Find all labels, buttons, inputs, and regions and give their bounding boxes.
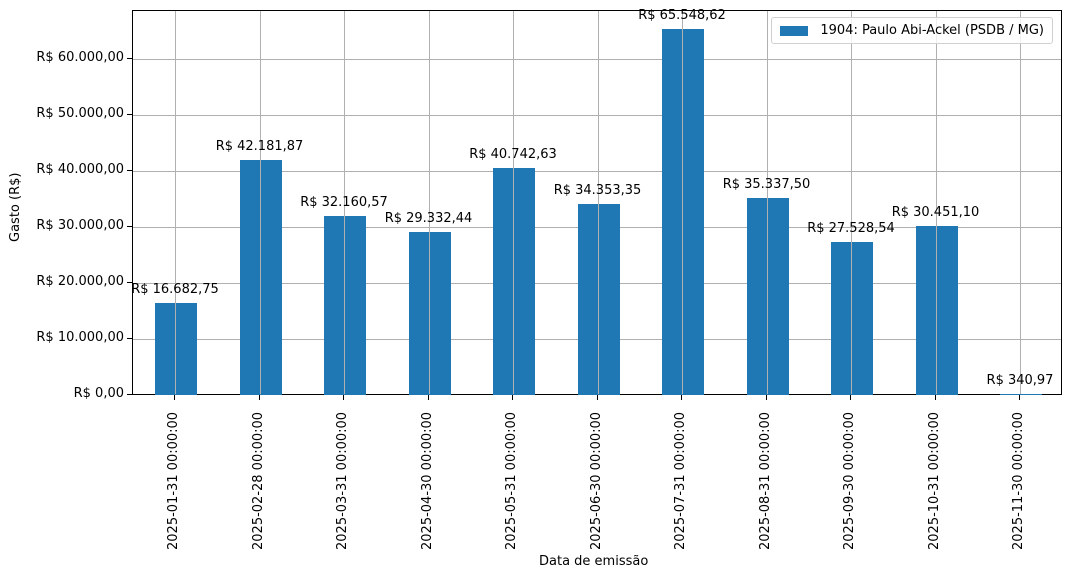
x-tick-label: 2025-07-31 00:00:00 [673, 411, 688, 550]
bar-value-label: R$ 42.181,87 [215, 138, 304, 154]
bar-value-label: R$ 35.337,50 [722, 177, 811, 193]
gridline-vertical [513, 11, 514, 394]
gridline-horizontal [133, 171, 1061, 173]
y-tick-label: R$ 10.000,00 [36, 330, 124, 346]
legend: 1904: Paulo Abi-Ackel (PSDB / MG) [771, 17, 1053, 44]
gridline-horizontal [133, 59, 1061, 61]
bar-value-label: R$ 16.682,75 [131, 281, 219, 297]
x-tick-mark [681, 395, 682, 400]
bar [577, 203, 620, 395]
y-tick-mark [127, 114, 132, 116]
x-tick-mark [174, 395, 175, 400]
bar [746, 198, 789, 395]
x-tick-mark [258, 395, 260, 400]
x-tick-label: 2025-10-31 00:00:00 [926, 411, 942, 550]
bar-value-label: R$ 32.160,57 [300, 195, 388, 211]
gridline-vertical [766, 11, 768, 394]
gridline-vertical [935, 11, 937, 394]
y-tick-mark [127, 394, 132, 395]
gridline-vertical [1020, 11, 1021, 394]
y-tick-mark [127, 170, 132, 172]
x-tick-mark [427, 395, 429, 400]
bar-value-label: R$ 30.451,10 [891, 204, 980, 220]
gridline-vertical [344, 11, 345, 394]
y-tick-mark [127, 226, 132, 228]
gridline-vertical [259, 11, 261, 394]
x-tick-label: 2025-03-31 00:00:00 [335, 411, 350, 550]
x-tick-label: 2025-06-30 00:00:00 [588, 411, 604, 550]
x-tick-label: 2025-01-31 00:00:00 [166, 411, 181, 550]
y-tick-mark [127, 338, 132, 340]
gridline-vertical [682, 11, 683, 394]
y-tick-label: R$ 50.000,00 [36, 106, 124, 122]
x-tick-label: 2025-11-30 00:00:00 [1011, 411, 1026, 550]
gridline-vertical [175, 11, 176, 394]
gridline-vertical [597, 11, 599, 394]
x-tick-mark [765, 395, 767, 400]
bar [915, 225, 958, 395]
y-tick-label: R$ 20.000,00 [36, 274, 124, 290]
y-tick-label: R$ 0,00 [73, 386, 124, 401]
legend-swatch [780, 25, 809, 36]
gridline-vertical [851, 11, 852, 394]
bar [831, 241, 873, 395]
bar-value-label: R$ 40.742,63 [469, 147, 557, 162]
x-tick-label: 2025-04-30 00:00:00 [419, 411, 435, 550]
x-axis-label: Data de emissão [539, 554, 649, 569]
x-tick-mark [512, 395, 513, 400]
bar [493, 168, 535, 395]
y-tick-mark [127, 282, 132, 284]
x-tick-label: 2025-02-28 00:00:00 [250, 411, 266, 550]
y-tick-label: R$ 30.000,00 [36, 218, 124, 234]
y-tick-label: R$ 40.000,00 [36, 162, 124, 178]
bar [1000, 394, 1042, 395]
bar [324, 216, 366, 395]
y-tick-label: R$ 60.000,00 [36, 50, 124, 66]
legend-label: 1904: Paulo Abi-Ackel (PSDB / MG) [820, 23, 1044, 38]
x-tick-label: 2025-05-31 00:00:00 [504, 411, 519, 550]
x-tick-mark [596, 395, 598, 400]
bar-value-label: R$ 340,97 [986, 373, 1054, 389]
gridline-horizontal [133, 115, 1061, 117]
x-tick-label: 2025-08-31 00:00:00 [757, 411, 773, 550]
bar [408, 231, 451, 395]
bar [155, 302, 197, 395]
gridline-vertical [428, 11, 430, 394]
x-tick-mark [934, 395, 936, 400]
bar-value-label: R$ 34.353,35 [553, 182, 642, 198]
plot-area: 1904: Paulo Abi-Ackel (PSDB / MG) [132, 10, 1062, 395]
x-tick-mark [1019, 395, 1020, 400]
bar-value-label: R$ 27.528,54 [807, 220, 895, 236]
bar-value-label: R$ 29.332,44 [384, 210, 473, 226]
bar [662, 29, 704, 395]
bar [239, 159, 282, 395]
y-tick-mark [127, 58, 132, 60]
bar-value-label: R$ 65.548,62 [638, 8, 726, 24]
x-tick-label: 2025-09-30 00:00:00 [842, 411, 857, 550]
x-tick-mark [850, 395, 851, 400]
x-tick-mark [343, 395, 344, 400]
